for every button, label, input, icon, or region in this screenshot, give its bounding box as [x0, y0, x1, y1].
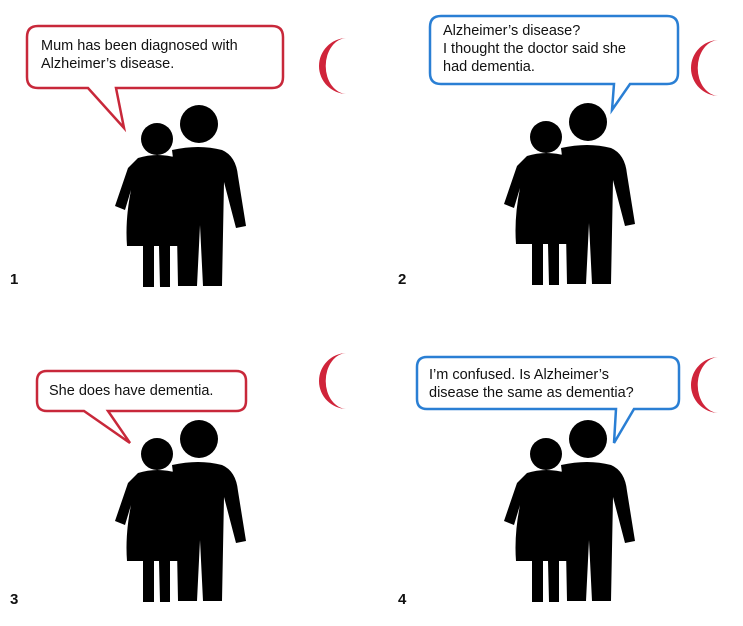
speech-text: Alzheimer’s disease? I thought the docto… — [443, 23, 626, 75]
speech-bubble-red — [25, 24, 285, 133]
panel-number: 2 — [398, 271, 407, 288]
speech-bubble-blue — [428, 14, 680, 115]
comic-panel-1: Mum has been diagnosed with Alzheimer’s … — [0, 0, 371, 313]
couple-figure-icon — [115, 420, 246, 602]
couple-figure-icon — [115, 105, 246, 287]
comic-panel-3: She does have dementia. 3 — [0, 313, 371, 626]
speech-text: She does have dementia. — [49, 383, 214, 399]
crescent-logo-icon — [319, 38, 347, 94]
comic-panel-4: I’m confused. Is Alzheimer’s disease the… — [372, 313, 743, 626]
speech-bubble-red — [35, 369, 248, 445]
speech-text: I’m confused. Is Alzheimer’s disease the… — [429, 367, 634, 401]
couple-figure-icon — [504, 103, 635, 285]
panel-number: 4 — [398, 591, 407, 608]
panel-number: 1 — [10, 271, 19, 288]
speech-bubble-blue — [415, 355, 681, 444]
crescent-logo-icon — [319, 353, 347, 409]
comic-panel-2: Alzheimer’s disease? I thought the docto… — [372, 0, 743, 313]
speech-text: Mum has been diagnosed with Alzheimer’s … — [41, 38, 238, 72]
crescent-logo-icon — [691, 357, 719, 413]
panel-number: 3 — [10, 591, 19, 608]
couple-figure-icon — [504, 420, 635, 602]
crescent-logo-icon — [691, 40, 719, 97]
